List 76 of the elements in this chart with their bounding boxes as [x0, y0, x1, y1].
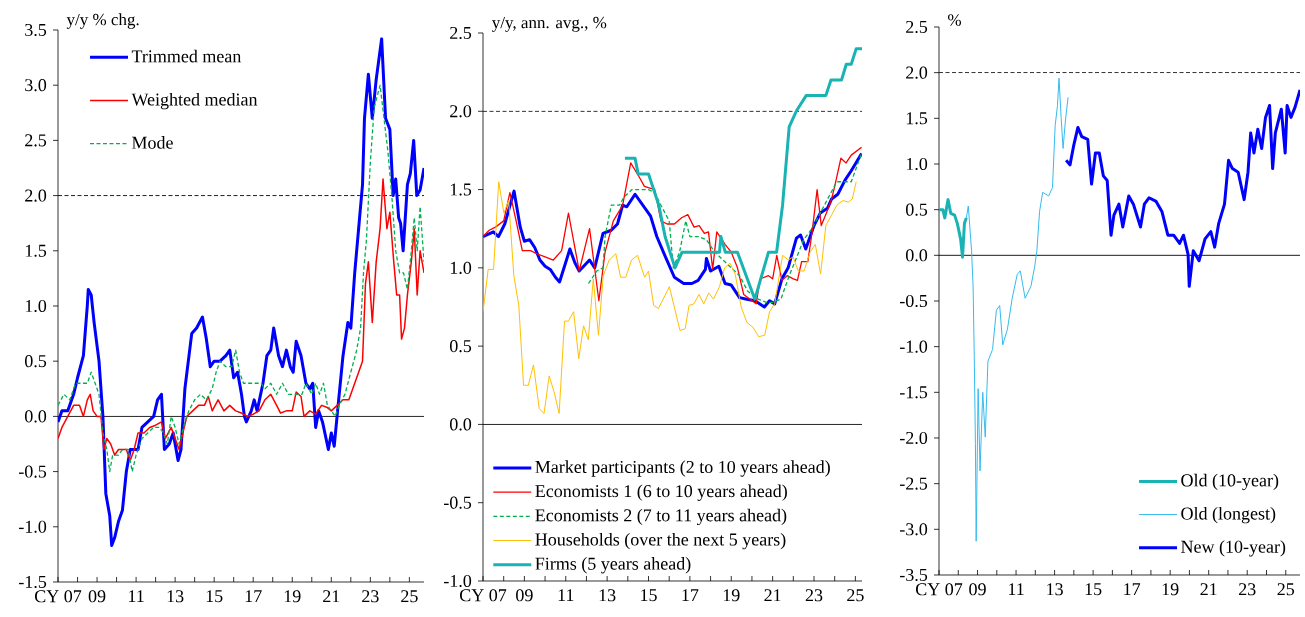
legend-label: Firms (5 years ahead)	[535, 557, 691, 574]
y-tick-label: -2.5	[899, 477, 928, 490]
x-tick-label: 15	[206, 590, 223, 603]
x-tick-label: 23	[1239, 583, 1256, 596]
x-tick-label: 19	[284, 590, 301, 603]
y-tick-label: 0.5	[25, 355, 47, 368]
y-tick-label: 0.5	[450, 340, 472, 353]
legend-label: Market participants (2 to 10 years ahead)	[535, 460, 830, 477]
y-tick-label: 0.0	[25, 410, 47, 423]
legend-label: Economists 2 (7 to 11 years ahead)	[535, 508, 787, 526]
y-tick-label: -0.5	[19, 465, 47, 478]
x-tick-label: 13	[599, 589, 616, 602]
legend-label: New (10-year)	[1181, 540, 1286, 557]
y-tick-label: -0.5	[899, 294, 928, 308]
legend-label: Mode	[132, 136, 173, 149]
y-tick-label: 2.5	[450, 26, 472, 40]
y-tick-label: 0.0	[906, 249, 928, 262]
x-tick-label: 11	[129, 590, 144, 603]
y-tick-label: 2.5	[906, 20, 928, 34]
y-tick-label: -1.0	[899, 340, 928, 353]
y-tick-label: 2.5	[25, 134, 47, 147]
legend-label: Old (10-year)	[1181, 473, 1279, 491]
y-tick-label: 1.5	[450, 183, 472, 196]
legend-label: Weighted median	[131, 92, 258, 110]
y-tick-label: -3.5	[899, 568, 928, 582]
y-tick-label: -1.5	[899, 386, 928, 399]
x-tick-label: 19	[1162, 583, 1179, 596]
y-tick-label: -1.5	[19, 575, 47, 589]
x-tick-label: CY 07	[35, 590, 82, 603]
x-tick-label: 13	[167, 590, 184, 603]
y-tick-label: -0.5	[443, 496, 472, 509]
x-tick-label: 19	[723, 589, 740, 602]
x-tick-label: 21	[764, 589, 781, 602]
x-tick-label: 15	[1085, 583, 1102, 596]
x-tick-label: 17	[1124, 583, 1141, 596]
x-tick-label: 23	[362, 590, 379, 603]
x-tick-label: 23	[805, 589, 823, 602]
x-tick-label: CY 07	[460, 589, 507, 602]
y-tick-label: 1.0	[450, 261, 472, 274]
x-tick-label: 13	[1047, 583, 1063, 596]
y-tick-label: 0.0	[450, 418, 472, 431]
y-tick-label: 2.0	[25, 189, 47, 202]
x-tick-label: 17	[245, 590, 262, 603]
legend-label: Old (longest)	[1181, 506, 1276, 524]
y-tick-label: -2.0	[899, 431, 928, 445]
legend-label: Trimmed mean	[131, 49, 242, 63]
y-tick-label: 1.0	[906, 157, 928, 171]
x-tick-label: 25	[847, 589, 864, 602]
y-tick-label: -1.0	[19, 520, 47, 533]
x-tick-label: 09	[516, 589, 533, 602]
x-tick-label: 21	[323, 590, 340, 603]
y-axis-title: y/y % chg.	[66, 13, 139, 29]
y-tick-label: 1.5	[906, 112, 928, 125]
x-tick-label: 09	[88, 590, 106, 603]
x-tick-label: 09	[969, 583, 986, 596]
x-tick-label: 15	[641, 589, 657, 602]
x-tick-label: CY 07	[915, 583, 963, 596]
x-tick-label: 11	[1008, 583, 1024, 596]
x-tick-label: 17	[682, 589, 699, 602]
y-tick-label: 2.0	[450, 105, 472, 118]
y-tick-label: 1.0	[25, 299, 47, 313]
x-tick-label: 21	[1200, 583, 1217, 596]
y-tick-label: 2.0	[906, 66, 928, 79]
y-tick-label: 3.5	[25, 23, 47, 37]
y-axis-title: y/y, ann. avg., %	[492, 16, 607, 32]
x-tick-label: 25	[1277, 583, 1295, 596]
x-tick-label: 11	[558, 589, 574, 602]
y-tick-label: -3.0	[899, 523, 928, 536]
y-tick-label: -1.0	[443, 574, 472, 588]
y-tick-label: 0.5	[906, 203, 928, 216]
legend-label: Economists 1 (6 to 10 years ahead)	[535, 484, 787, 501]
y-tick-label: 1.5	[25, 244, 47, 257]
x-tick-label: 25	[401, 590, 418, 603]
legend-label: Households (over the next 5 years)	[535, 532, 786, 550]
y-axis-title: %	[948, 14, 962, 26]
y-tick-label: 3.0	[25, 79, 47, 92]
